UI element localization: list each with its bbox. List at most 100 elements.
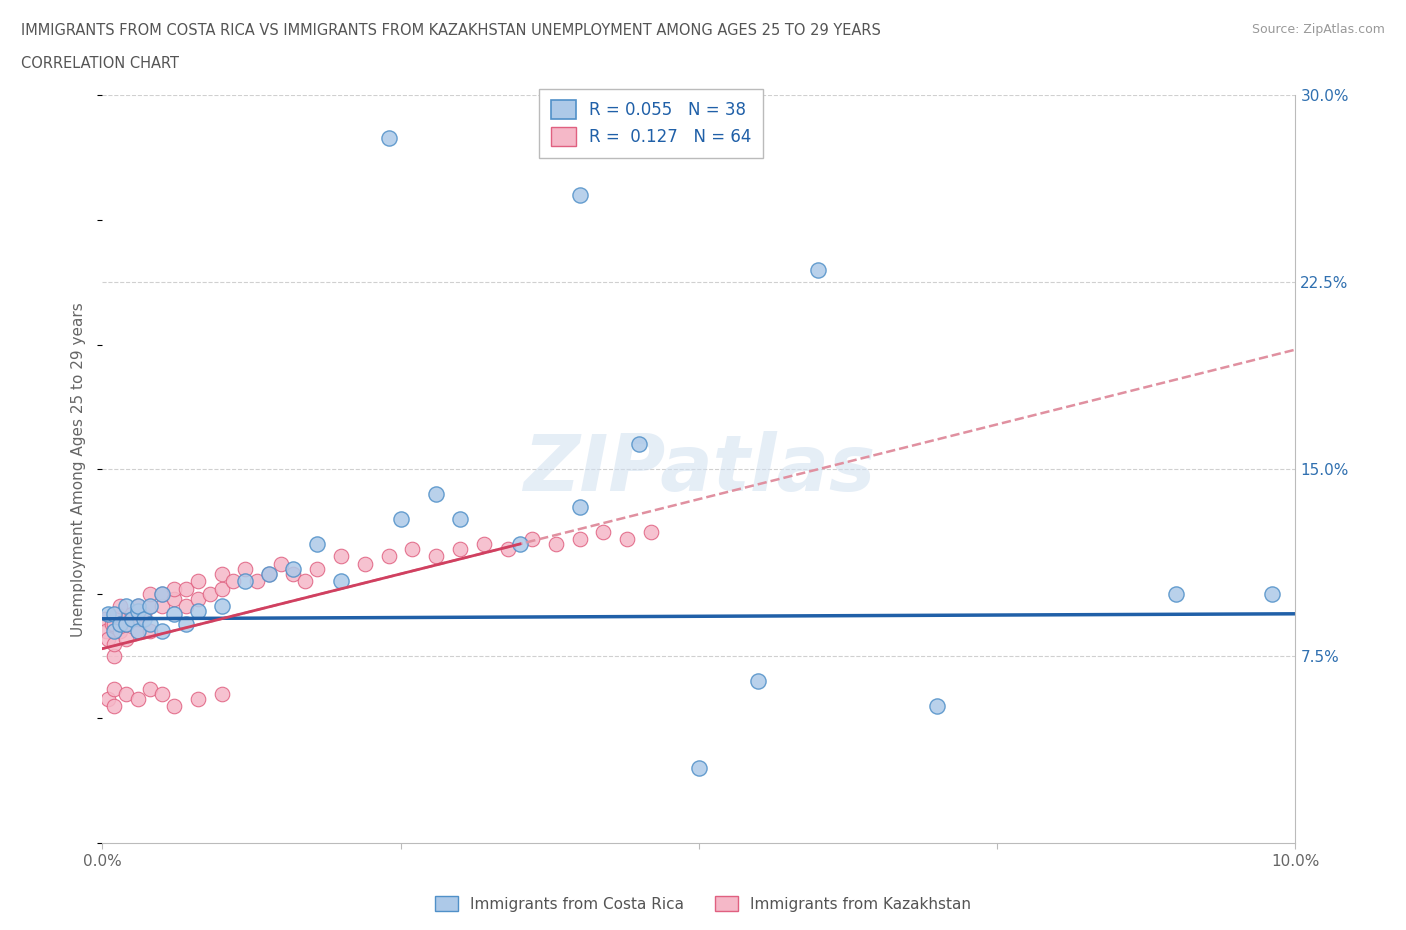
Point bbox=[425, 486, 447, 501]
Text: ZIPatlas: ZIPatlas bbox=[523, 432, 875, 507]
Point bbox=[139, 617, 162, 631]
Point bbox=[139, 587, 162, 602]
Point bbox=[377, 130, 399, 145]
Text: Source: ZipAtlas.com: Source: ZipAtlas.com bbox=[1251, 23, 1385, 36]
Point bbox=[592, 525, 614, 539]
Point bbox=[115, 611, 138, 626]
Point bbox=[616, 532, 638, 547]
Point bbox=[103, 624, 125, 639]
Point bbox=[127, 624, 149, 639]
Point bbox=[139, 681, 162, 696]
Point bbox=[377, 549, 399, 564]
Point bbox=[807, 262, 830, 277]
Point bbox=[568, 532, 591, 547]
Point bbox=[163, 606, 186, 621]
Point bbox=[270, 556, 292, 571]
Point bbox=[520, 532, 543, 547]
Point bbox=[281, 566, 304, 581]
Point bbox=[94, 624, 117, 639]
Point bbox=[174, 581, 197, 596]
Point bbox=[103, 698, 125, 713]
Point bbox=[496, 541, 519, 556]
Point bbox=[127, 599, 149, 614]
Point bbox=[103, 636, 125, 651]
Point bbox=[246, 574, 269, 589]
Point bbox=[127, 624, 149, 639]
Point bbox=[150, 599, 173, 614]
Point bbox=[139, 624, 162, 639]
Point bbox=[305, 537, 328, 551]
Point bbox=[187, 691, 209, 706]
Point bbox=[688, 761, 710, 776]
Point bbox=[235, 562, 257, 577]
Point bbox=[449, 541, 471, 556]
Point bbox=[449, 512, 471, 526]
Point bbox=[132, 606, 155, 621]
Point bbox=[747, 673, 769, 688]
Point bbox=[127, 611, 149, 626]
Point bbox=[174, 599, 197, 614]
Point bbox=[329, 574, 352, 589]
Point bbox=[115, 617, 138, 631]
Point bbox=[1260, 587, 1282, 602]
Point bbox=[198, 587, 221, 602]
Point bbox=[640, 525, 662, 539]
Point bbox=[108, 599, 131, 614]
Point bbox=[115, 599, 138, 614]
Point bbox=[115, 631, 138, 646]
Point bbox=[121, 611, 143, 626]
Point bbox=[163, 591, 186, 606]
Point bbox=[211, 599, 233, 614]
Point bbox=[100, 617, 122, 631]
Point bbox=[259, 566, 281, 581]
Point bbox=[211, 581, 233, 596]
Point bbox=[97, 606, 120, 621]
Point bbox=[150, 587, 173, 602]
Point bbox=[187, 574, 209, 589]
Point bbox=[568, 499, 591, 514]
Point bbox=[103, 649, 125, 664]
Point bbox=[211, 566, 233, 581]
Point bbox=[927, 698, 949, 713]
Point bbox=[259, 566, 281, 581]
Legend: Immigrants from Costa Rica, Immigrants from Kazakhstan: Immigrants from Costa Rica, Immigrants f… bbox=[429, 889, 977, 918]
Point bbox=[127, 599, 149, 614]
Legend: R = 0.055   N = 38, R =  0.127   N = 64: R = 0.055 N = 38, R = 0.127 N = 64 bbox=[538, 88, 763, 158]
Point bbox=[1166, 587, 1188, 602]
Point bbox=[401, 541, 423, 556]
Point bbox=[163, 698, 186, 713]
Point bbox=[97, 631, 120, 646]
Point bbox=[389, 512, 412, 526]
Point bbox=[281, 562, 304, 577]
Point bbox=[329, 549, 352, 564]
Point bbox=[235, 574, 257, 589]
Point bbox=[509, 537, 531, 551]
Point bbox=[127, 691, 149, 706]
Point bbox=[150, 587, 173, 602]
Point bbox=[127, 604, 149, 618]
Point bbox=[121, 606, 143, 621]
Point bbox=[115, 686, 138, 701]
Point bbox=[568, 188, 591, 203]
Text: CORRELATION CHART: CORRELATION CHART bbox=[21, 56, 179, 71]
Point bbox=[628, 437, 651, 452]
Point bbox=[139, 599, 162, 614]
Point bbox=[93, 611, 115, 626]
Point bbox=[103, 681, 125, 696]
Point bbox=[108, 617, 131, 631]
Point bbox=[211, 686, 233, 701]
Point bbox=[150, 686, 173, 701]
Point bbox=[150, 624, 173, 639]
Point bbox=[222, 574, 245, 589]
Point bbox=[305, 562, 328, 577]
Point bbox=[97, 691, 120, 706]
Point bbox=[103, 606, 125, 621]
Point bbox=[105, 606, 128, 621]
Point bbox=[163, 581, 186, 596]
Point bbox=[139, 599, 162, 614]
Point bbox=[115, 617, 138, 631]
Point bbox=[353, 556, 375, 571]
Point bbox=[294, 574, 316, 589]
Point bbox=[425, 549, 447, 564]
Y-axis label: Unemployment Among Ages 25 to 29 years: Unemployment Among Ages 25 to 29 years bbox=[72, 302, 86, 637]
